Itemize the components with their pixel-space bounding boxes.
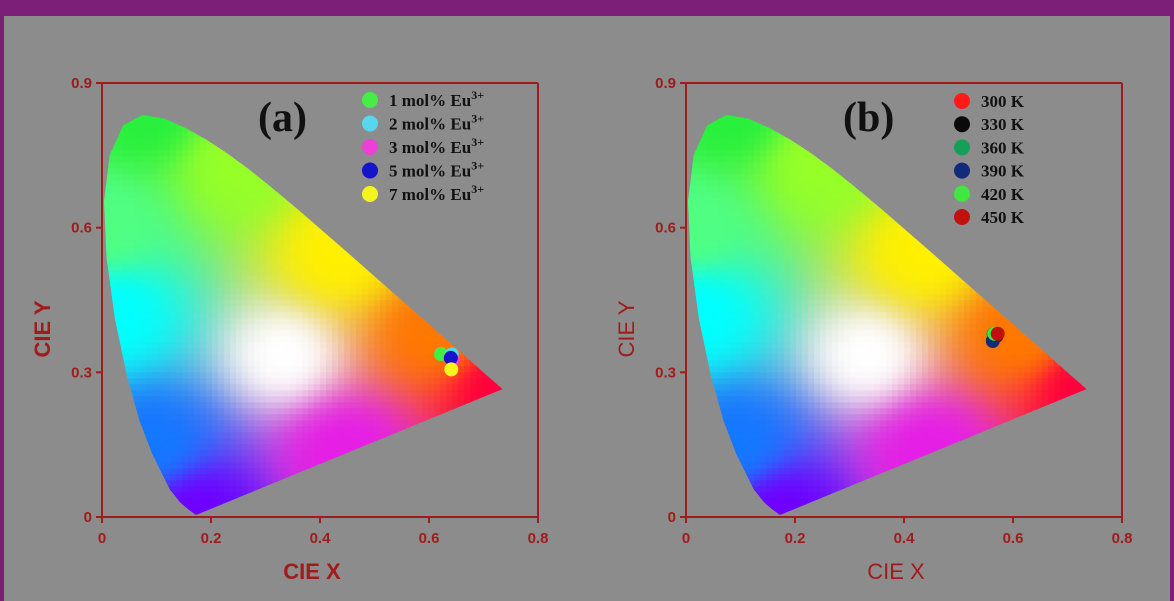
y-tick-label: 0.3 bbox=[655, 364, 676, 381]
x-tick-label: 0.6 bbox=[419, 530, 440, 547]
y-tick-label: 0.6 bbox=[71, 220, 92, 237]
data-points bbox=[985, 326, 1005, 348]
data-point bbox=[990, 326, 1005, 341]
legend-entry: 390 K bbox=[981, 162, 1025, 181]
legend-entry: 2 mol% Eu3+ bbox=[389, 112, 484, 134]
x-axis-label: CIE X bbox=[283, 559, 341, 584]
legend-marker bbox=[362, 139, 378, 155]
x-tick-label: 0 bbox=[682, 530, 690, 547]
y-tick-label: 0.3 bbox=[71, 364, 92, 381]
legend-marker bbox=[954, 162, 970, 179]
x-axis-label: CIE X bbox=[867, 559, 925, 584]
x-tick-label: 0.2 bbox=[785, 530, 806, 547]
data-point bbox=[443, 350, 458, 365]
legend-marker bbox=[954, 139, 970, 156]
legend-superscript: 3+ bbox=[471, 159, 484, 173]
y-tick-label: 0 bbox=[84, 509, 92, 526]
legend-marker bbox=[362, 92, 378, 108]
legend-superscript: 3+ bbox=[471, 182, 484, 196]
legend-entry: 7 mol% Eu3+ bbox=[389, 182, 484, 204]
legend-superscript: 3+ bbox=[471, 112, 484, 126]
legend-entry: 1 mol% Eu3+ bbox=[389, 88, 484, 110]
legend-entry: 300 K bbox=[981, 92, 1025, 111]
x-tick-label: 0.4 bbox=[310, 530, 332, 547]
y-tick-label: 0 bbox=[668, 509, 676, 526]
legend-marker bbox=[362, 162, 378, 179]
legend-marker bbox=[954, 185, 970, 202]
legend-entry: 330 K bbox=[981, 115, 1025, 134]
x-tick-label: 0.8 bbox=[1112, 530, 1133, 547]
x-tick-label: 0.8 bbox=[528, 530, 549, 547]
y-tick-label: 0.9 bbox=[655, 75, 676, 92]
legend-entry: 420 K bbox=[981, 185, 1025, 204]
legend-superscript: 3+ bbox=[471, 88, 484, 102]
x-tick-label: 0.4 bbox=[894, 530, 916, 547]
legend: 300 K 330 K 360 K 390 K 420 K 450 K bbox=[954, 92, 1025, 227]
legend-marker bbox=[954, 209, 970, 225]
y-tick-label: 0.9 bbox=[71, 75, 92, 92]
x-tick-label: 0.6 bbox=[1003, 530, 1024, 547]
y-axis-label: CIE Y bbox=[30, 300, 55, 357]
legend-entry: 3 mol% Eu3+ bbox=[389, 135, 484, 157]
x-tick-label: 0.2 bbox=[201, 530, 222, 547]
legend-marker bbox=[954, 116, 970, 133]
panel-label: (b) bbox=[843, 95, 894, 141]
x-tick-label: 0 bbox=[98, 530, 106, 547]
legend-superscript: 3+ bbox=[471, 135, 484, 149]
legend-entry: 450 K bbox=[981, 208, 1025, 227]
legend-marker bbox=[954, 93, 970, 109]
legend-marker bbox=[362, 115, 378, 132]
legend-marker bbox=[362, 186, 378, 202]
legend-entry: 5 mol% Eu3+ bbox=[389, 159, 484, 181]
panel-label: (a) bbox=[258, 95, 307, 141]
data-points bbox=[434, 347, 460, 377]
y-axis-label: CIE Y bbox=[614, 300, 639, 357]
legend: 1 mol% Eu3+2 mol% Eu3+3 mol% Eu3+5 mol% … bbox=[362, 88, 484, 204]
legend-entry: 360 K bbox=[981, 138, 1025, 157]
data-point bbox=[444, 362, 459, 377]
y-tick-label: 0.6 bbox=[655, 220, 676, 237]
